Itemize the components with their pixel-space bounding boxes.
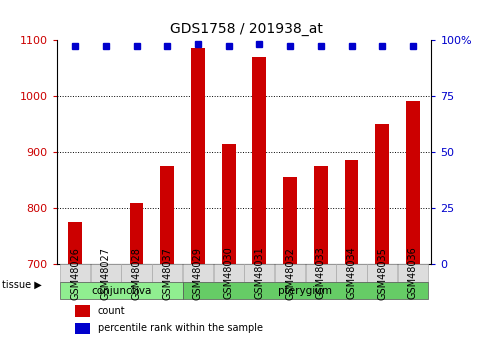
FancyBboxPatch shape [60, 264, 90, 282]
FancyBboxPatch shape [337, 264, 367, 282]
Bar [222, 144, 236, 264]
Bar [406, 101, 420, 264]
Text: GSM48027: GSM48027 [101, 247, 111, 299]
Bar [130, 203, 143, 264]
FancyBboxPatch shape [183, 264, 213, 282]
Text: count: count [98, 306, 126, 316]
FancyBboxPatch shape [182, 283, 428, 299]
FancyBboxPatch shape [367, 264, 397, 282]
Bar [75, 323, 90, 334]
Bar [160, 166, 174, 264]
Text: GSM48030: GSM48030 [224, 247, 234, 299]
Text: GSM48032: GSM48032 [285, 247, 295, 299]
FancyBboxPatch shape [398, 264, 428, 282]
Bar [345, 160, 358, 264]
FancyBboxPatch shape [213, 264, 244, 282]
Bar [314, 166, 328, 264]
FancyBboxPatch shape [245, 264, 275, 282]
Text: GSM48035: GSM48035 [377, 247, 387, 299]
FancyBboxPatch shape [60, 283, 182, 299]
Bar [375, 124, 389, 264]
Text: GSM48033: GSM48033 [316, 247, 326, 299]
FancyBboxPatch shape [91, 264, 121, 282]
Text: GSM48036: GSM48036 [408, 247, 418, 299]
Text: GSM48031: GSM48031 [254, 247, 264, 299]
Text: pterygium: pterygium [279, 286, 332, 296]
Text: GSM48034: GSM48034 [347, 247, 356, 299]
Bar [191, 48, 205, 264]
FancyBboxPatch shape [121, 264, 151, 282]
Text: GDS1758 / 201938_at: GDS1758 / 201938_at [170, 22, 323, 37]
Text: GSM48026: GSM48026 [70, 247, 80, 299]
FancyBboxPatch shape [275, 264, 305, 282]
FancyBboxPatch shape [152, 264, 182, 282]
Text: percentile rank within the sample: percentile rank within the sample [98, 324, 263, 334]
Text: GSM48029: GSM48029 [193, 247, 203, 299]
Bar [283, 177, 297, 264]
Text: conjunctiva: conjunctiva [91, 286, 151, 296]
Text: tissue ▶: tissue ▶ [2, 280, 42, 289]
Text: GSM48037: GSM48037 [162, 247, 172, 299]
Bar [75, 305, 90, 317]
Text: GSM48028: GSM48028 [132, 247, 141, 299]
Bar [252, 57, 266, 264]
Bar [68, 222, 82, 264]
FancyBboxPatch shape [306, 264, 336, 282]
